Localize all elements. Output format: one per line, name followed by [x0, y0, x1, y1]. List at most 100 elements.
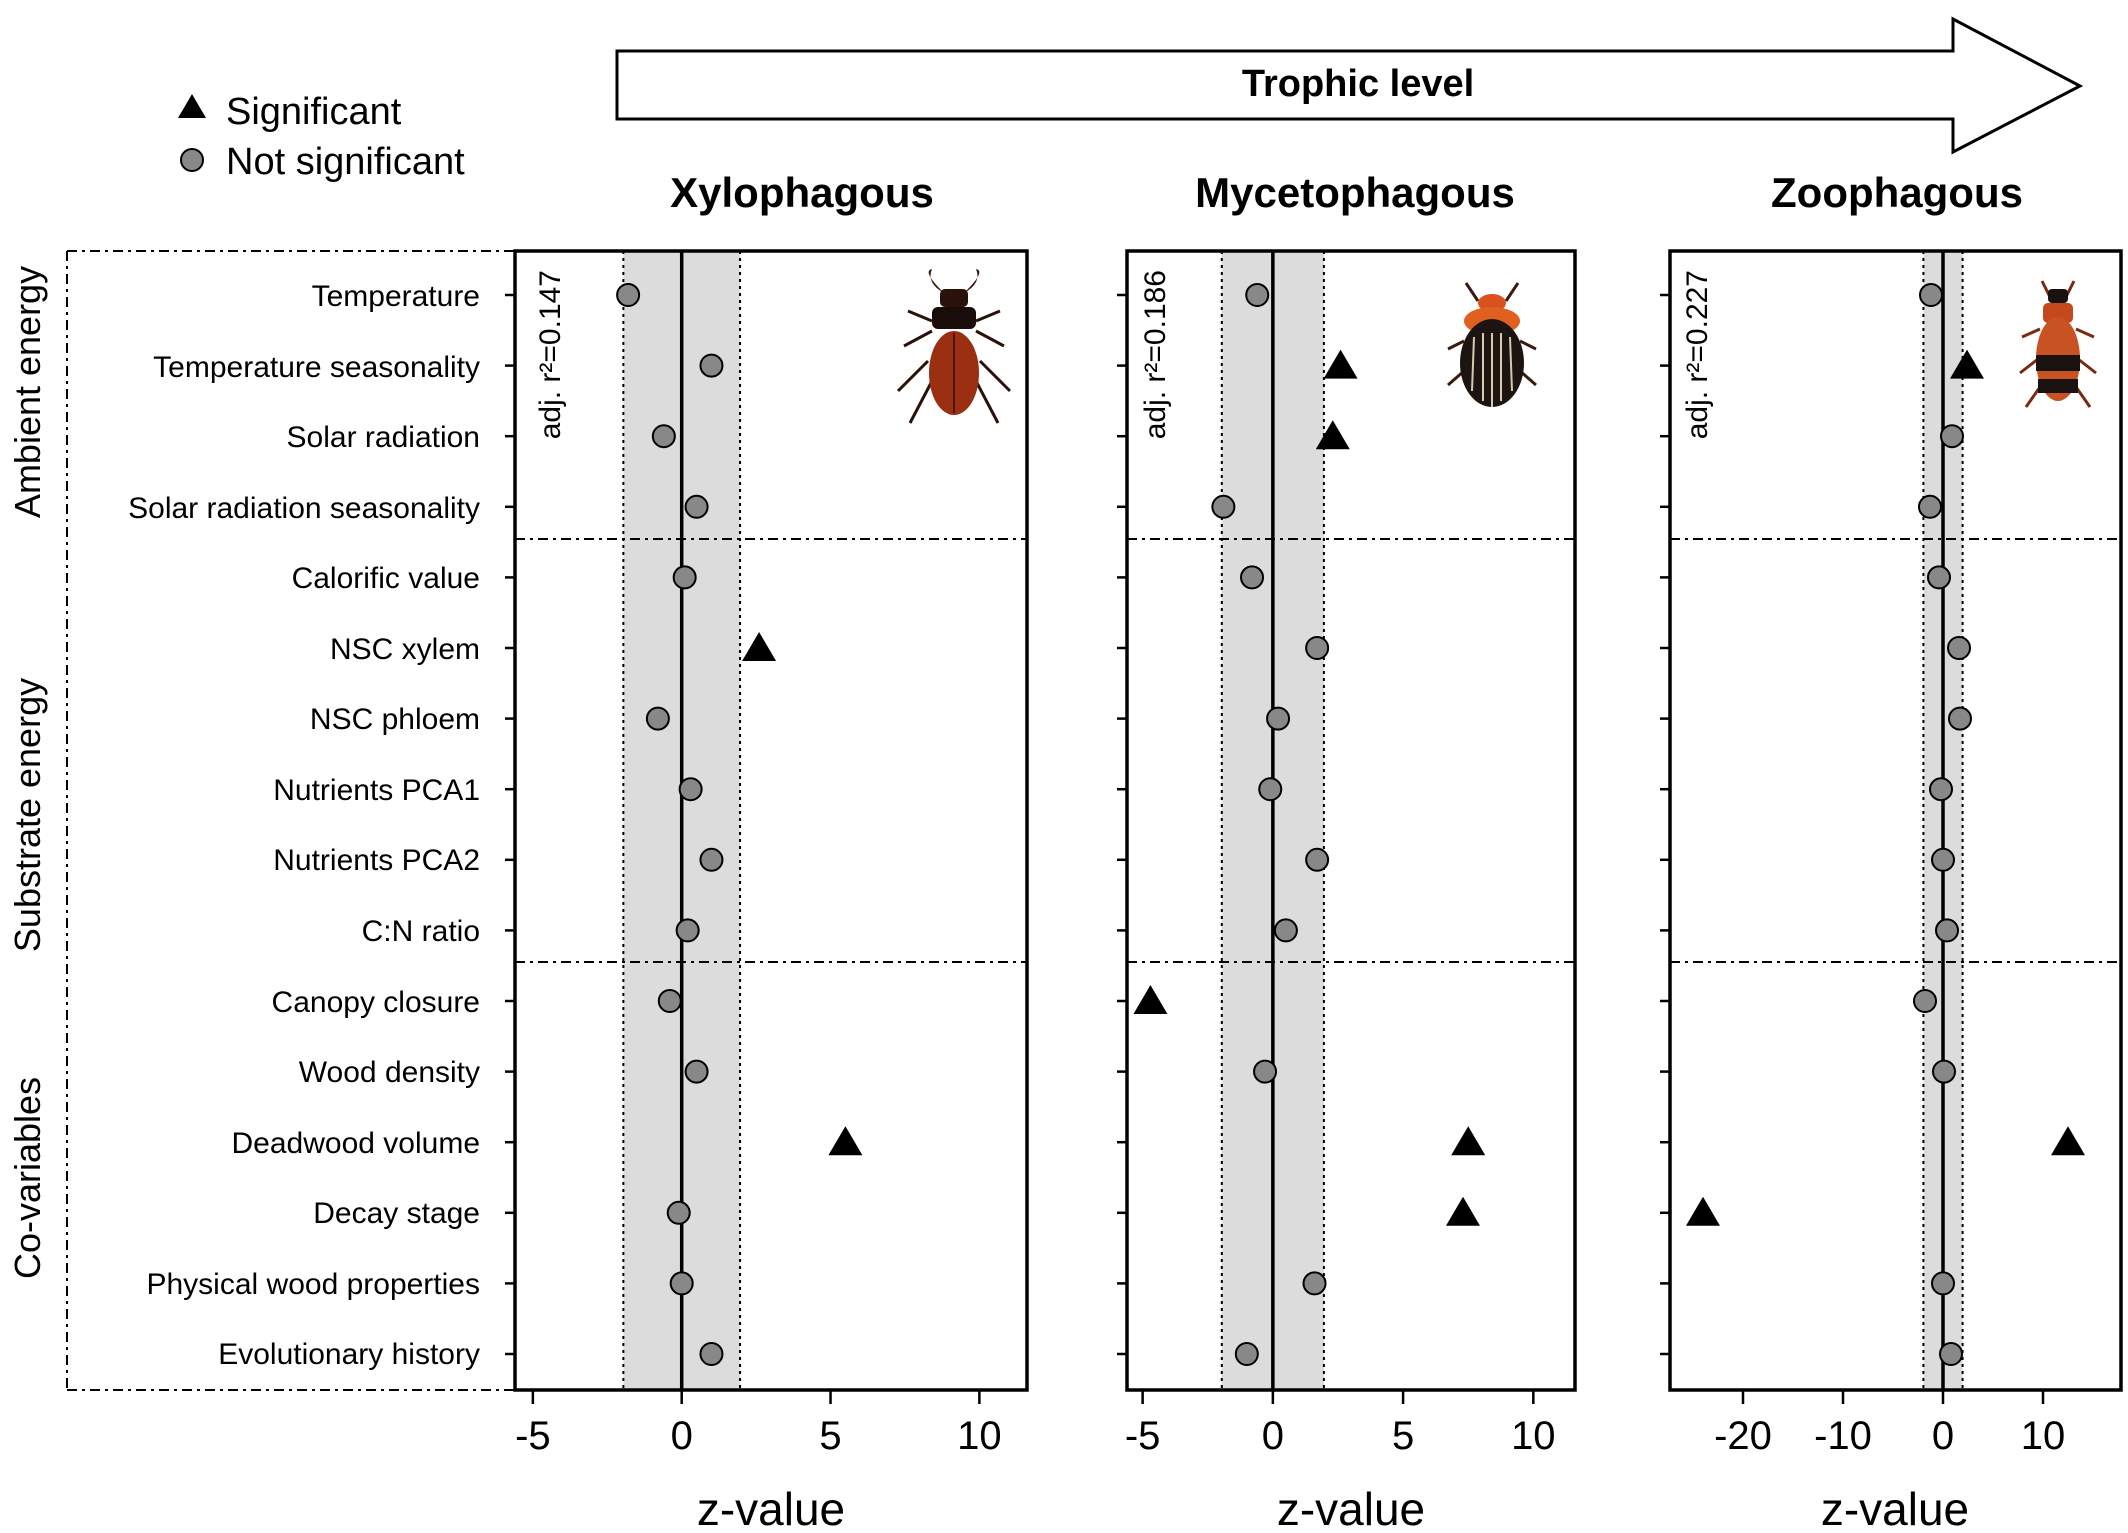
not-significant-point	[1919, 283, 1943, 307]
panel-title: Zoophagous	[1771, 169, 2023, 216]
stag-beetle-icon	[896, 269, 1012, 424]
not-significant-point	[1266, 706, 1291, 731]
not-significant-point	[672, 565, 697, 590]
significant-point	[1133, 985, 1168, 1014]
variable-label: Evolutionary history	[218, 1338, 480, 1371]
not-significant-point	[1240, 565, 1265, 590]
not-significant-point	[651, 424, 676, 449]
significant-point	[2051, 1126, 2085, 1156]
trophic-level-label: Trophic level	[1242, 63, 1474, 105]
significant-point	[742, 632, 777, 661]
x-tick-label: -10	[1814, 1414, 1872, 1458]
not-significant-point	[1913, 989, 1937, 1013]
group-label-ambient-energy: Ambient energy	[7, 266, 48, 518]
r2-annotation: adj. r²=0.147	[534, 270, 567, 439]
significant-point	[1446, 1196, 1480, 1226]
panel-title: Mycetophagous	[1195, 169, 1515, 216]
variable-label: Canopy closure	[272, 986, 480, 1019]
panel-border	[513, 249, 1029, 1392]
plot-area: -5 0 5 10	[1117, 249, 1577, 1458]
x-tick-label: 10	[1511, 1414, 1556, 1458]
variable-label: Solar radiation seasonality	[128, 492, 480, 525]
not-significant-point	[645, 706, 670, 731]
significant-point	[828, 1126, 863, 1156]
variable-label: Solar radiation	[287, 421, 480, 454]
variable-label: Nutrients PCA1	[273, 774, 480, 807]
not-significant-point	[1918, 494, 1942, 519]
not-significant-point	[1935, 918, 1959, 943]
not-significant-point	[1932, 1059, 1956, 1084]
not-significant-point	[1211, 494, 1236, 519]
group-label-co-variables: Co-variables	[7, 1077, 48, 1279]
panel-border	[1668, 249, 2123, 1392]
not-significant-point	[1927, 565, 1951, 590]
x-tick-label: -5	[515, 1414, 551, 1458]
not-significant-point	[699, 353, 724, 378]
variable-label: Physical wood properties	[146, 1268, 480, 1301]
panel-zoophagous: Zoophagous -20 -10 0 10 adj. r²=0.227 z-val…	[1660, 169, 2123, 1533]
not-significant-point	[1940, 424, 1964, 449]
not-significant-point	[1273, 918, 1298, 943]
plot-area: -20 -10 0 10	[1660, 249, 2123, 1458]
significant-triangle-icon	[178, 94, 206, 118]
significant-point	[1315, 420, 1350, 450]
not-significant-point	[669, 1271, 694, 1296]
x-tick-label: -5	[1125, 1414, 1161, 1458]
variable-label: Temperature seasonality	[153, 351, 480, 384]
variable-label: NSC phloem	[310, 703, 480, 736]
legend-significant-label: Significant	[226, 91, 402, 133]
group-frame	[66, 250, 515, 1391]
not-significant-point	[1305, 847, 1330, 872]
panel-mycetophagous: Mycetophagous -5 0 5 10 adj. r²=0.186 z-val…	[1117, 169, 1577, 1533]
not-significant-point	[684, 494, 709, 519]
legend-not-significant-label: Not significant	[226, 141, 465, 183]
not-significant-point	[1253, 1059, 1278, 1084]
group-label-substrate-energy: Substrate energy	[7, 678, 48, 952]
x-tick-label: 5	[819, 1414, 841, 1458]
checkered-beetle-icon	[2019, 280, 2097, 408]
variable-label: C:N ratio	[362, 915, 480, 948]
not-significant-point	[657, 989, 682, 1013]
x-tick-label: 10	[2021, 1414, 2066, 1458]
significant-point	[1451, 1126, 1486, 1156]
not-significant-point	[684, 1059, 709, 1084]
not-significant-circle-icon	[180, 148, 204, 172]
significant-point	[1686, 1196, 1720, 1226]
not-significant-point	[1258, 777, 1283, 802]
legend: Significant Not significant	[178, 91, 465, 183]
not-significant-point	[666, 1200, 691, 1225]
r2-annotation: adj. r²=0.186	[1139, 270, 1172, 439]
not-significant-point	[699, 1342, 724, 1366]
variable-label: Calorific value	[292, 562, 480, 595]
variable-label: Wood density	[299, 1056, 480, 1089]
r2-annotation: adj. r²=0.227	[1681, 270, 1714, 439]
panel-border	[1125, 249, 1577, 1392]
not-significant-point	[1948, 706, 1972, 731]
not-significant-point	[1939, 1342, 1963, 1366]
x-tick-label: 0	[671, 1414, 693, 1458]
trophic-level-arrow: Trophic level	[615, 16, 2084, 155]
fungus-beetle-icon	[1447, 282, 1537, 407]
not-significant-point	[1931, 847, 1955, 872]
not-significant-point	[1305, 636, 1330, 660]
panel-title: Xylophagous	[670, 169, 934, 216]
variable-label: Nutrients PCA2	[273, 844, 480, 877]
variable-label: Decay stage	[313, 1197, 480, 1230]
not-significant-point	[616, 283, 641, 307]
not-significant-point	[1234, 1342, 1259, 1366]
not-significant-point	[675, 918, 700, 943]
x-axis-label: z-value	[1277, 1483, 1425, 1533]
x-axis-label: z-value	[1821, 1483, 1969, 1533]
not-significant-point	[1947, 636, 1971, 660]
significant-point	[1950, 349, 1984, 379]
variable-label: Temperature	[312, 280, 480, 313]
x-tick-label: 10	[957, 1414, 1002, 1458]
plot-area: -5 0 5 10	[505, 249, 1029, 1458]
x-axis-label: z-value	[697, 1483, 845, 1533]
not-significant-point	[699, 847, 724, 872]
x-tick-label: -20	[1714, 1414, 1772, 1458]
significant-point	[1323, 349, 1358, 379]
x-tick-label: 0	[1932, 1414, 1954, 1458]
variable-label: NSC xylem	[330, 633, 480, 666]
